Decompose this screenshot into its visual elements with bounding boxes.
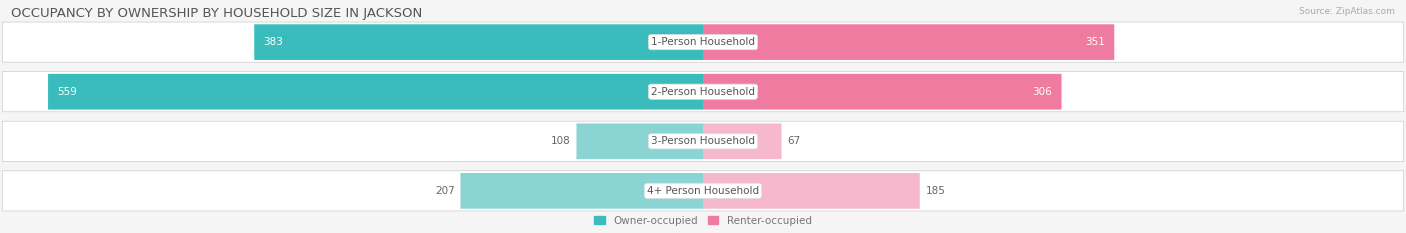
Text: OCCUPANCY BY OWNERSHIP BY HOUSEHOLD SIZE IN JACKSON: OCCUPANCY BY OWNERSHIP BY HOUSEHOLD SIZE… (11, 7, 422, 20)
FancyBboxPatch shape (48, 74, 703, 110)
Text: 4+ Person Household: 4+ Person Household (647, 186, 759, 196)
Legend: Owner-occupied, Renter-occupied: Owner-occupied, Renter-occupied (591, 212, 815, 230)
Text: 67: 67 (787, 136, 800, 146)
Text: 1-Person Household: 1-Person Household (651, 37, 755, 47)
Text: 351: 351 (1085, 37, 1105, 47)
FancyBboxPatch shape (3, 22, 1403, 62)
FancyBboxPatch shape (576, 123, 703, 159)
FancyBboxPatch shape (703, 173, 920, 209)
Text: 108: 108 (551, 136, 571, 146)
Text: 559: 559 (58, 87, 77, 97)
FancyBboxPatch shape (3, 72, 1403, 112)
Text: 383: 383 (264, 37, 284, 47)
FancyBboxPatch shape (254, 24, 703, 60)
Text: Source: ZipAtlas.com: Source: ZipAtlas.com (1299, 7, 1395, 16)
FancyBboxPatch shape (703, 24, 1115, 60)
FancyBboxPatch shape (703, 74, 1062, 110)
Text: 306: 306 (1032, 87, 1052, 97)
FancyBboxPatch shape (461, 173, 703, 209)
Text: 185: 185 (925, 186, 945, 196)
Text: 3-Person Household: 3-Person Household (651, 136, 755, 146)
Text: 2-Person Household: 2-Person Household (651, 87, 755, 97)
Text: 207: 207 (434, 186, 454, 196)
FancyBboxPatch shape (703, 123, 782, 159)
FancyBboxPatch shape (3, 121, 1403, 161)
FancyBboxPatch shape (3, 171, 1403, 211)
